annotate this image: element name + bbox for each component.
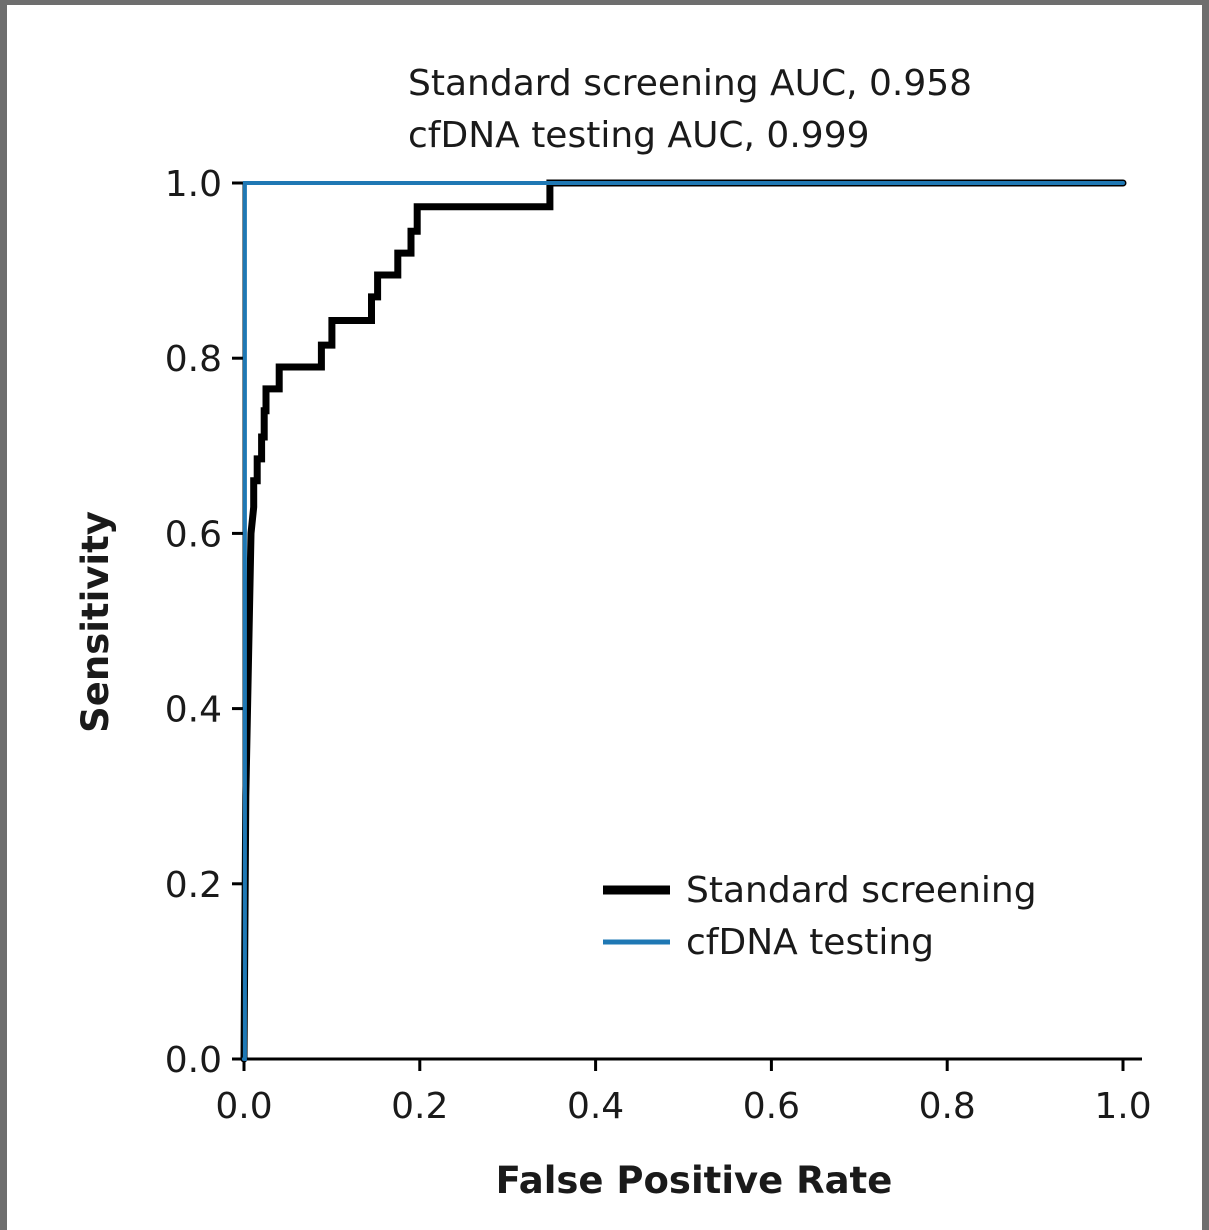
y-tick-label: 1.0 — [165, 164, 222, 205]
series-line-standard-screening — [240, 179, 1127, 1063]
annotations: Standard screening AUC, 0.958 cfDNA test… — [408, 63, 972, 156]
y-tick-label: 0.0 — [165, 1040, 222, 1081]
y-axis: 0.0 0.2 0.4 0.6 0.8 1.0 — [165, 164, 246, 1081]
legend-label-standard-screening: Standard screening — [686, 870, 1037, 911]
y-tick-label: 0.8 — [165, 339, 222, 380]
x-tick-label: 0.2 — [391, 1086, 448, 1127]
x-axis-title: False Positive Rate — [496, 1159, 893, 1202]
x-tick-label: 0.6 — [743, 1086, 800, 1127]
y-axis-title: Sensitivity — [74, 511, 117, 733]
x-tick-label: 0.4 — [567, 1086, 624, 1127]
x-tick-label: 0.0 — [215, 1086, 272, 1127]
legend-label-cfdna-testing: cfDNA testing — [686, 922, 934, 963]
series-layer — [240, 179, 1127, 1063]
y-ticks: 0.0 0.2 0.4 0.6 0.8 1.0 — [165, 164, 244, 1081]
annotation-cfdna-auc: cfDNA testing AUC, 0.999 — [408, 115, 870, 156]
x-axis: 0.0 0.2 0.4 0.6 0.8 1.0 — [215, 1057, 1152, 1127]
y-tick-label: 0.6 — [165, 514, 222, 555]
x-ticks: 0.0 0.2 0.4 0.6 0.8 1.0 — [215, 1059, 1152, 1127]
annotation-standard-auc: Standard screening AUC, 0.958 — [408, 63, 972, 104]
y-tick-label: 0.4 — [165, 690, 222, 731]
x-tick-label: 1.0 — [1094, 1086, 1151, 1127]
y-tick-label: 0.2 — [165, 865, 222, 906]
series-line-cfdna-testing — [242, 181, 1125, 1061]
legend: Standard screening cfDNA testing — [603, 870, 1037, 963]
x-tick-label: 0.8 — [919, 1086, 976, 1127]
